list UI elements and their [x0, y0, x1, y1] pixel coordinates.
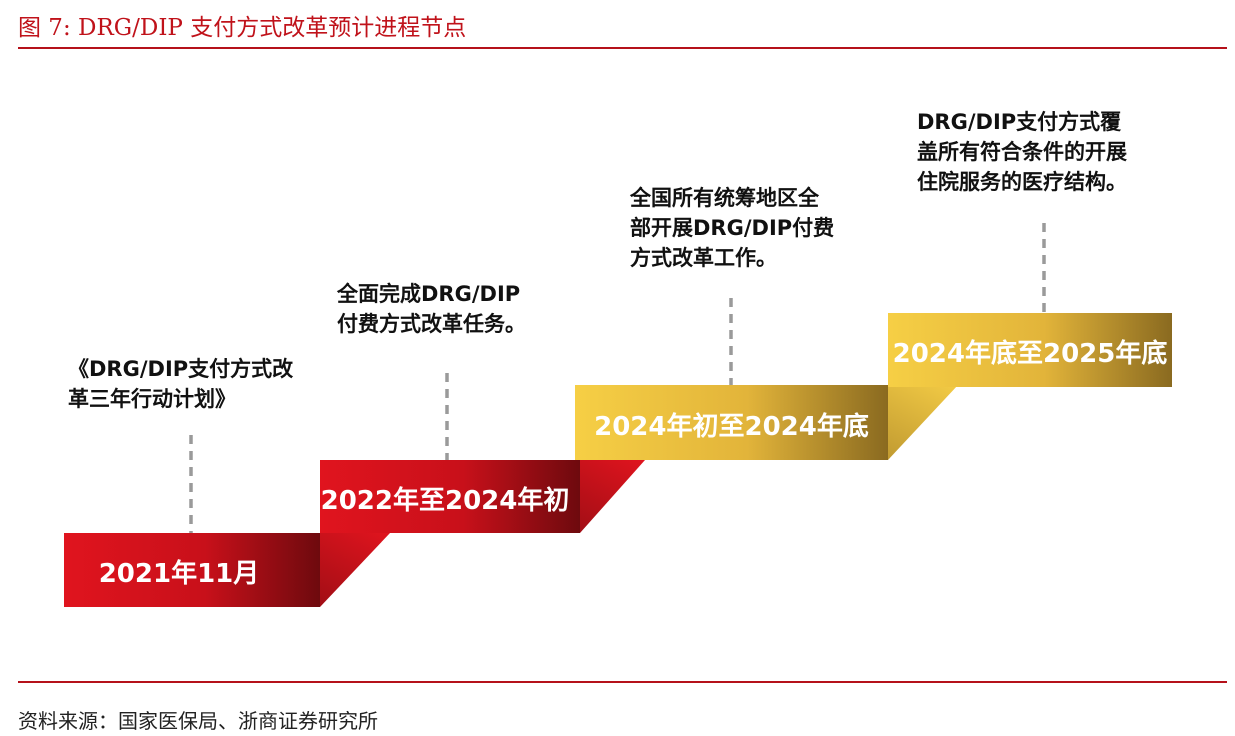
- step-label-1: 2021年11月: [98, 559, 260, 589]
- source-note: 资料来源：国家医保局、浙商证券研究所: [18, 709, 378, 733]
- step-note-4: DRG/DIP支付方式覆 盖所有符合条件的开展 住院服务的医疗结构。: [917, 110, 1127, 194]
- step-note-2: 全面完成DRG/DIP 付费方式改革任务。: [337, 282, 526, 336]
- step-label-3: 2024年初至2024年底: [594, 412, 869, 442]
- step-block-2: [320, 460, 580, 533]
- top-rule: [18, 47, 1227, 49]
- figure-title: 图 7: DRG/DIP 支付方式改革预计进程节点: [18, 15, 467, 41]
- step-note-1: 《DRG/DIP支付方式改 革三年行动计划》: [68, 357, 294, 411]
- step-note-3: 全国所有统筹地区全 部开展DRG/DIP付费 方式改革工作。: [630, 186, 835, 270]
- step-label-2: 2022年至2024年初: [320, 486, 570, 516]
- step-block-4: [888, 313, 1172, 387]
- step-block-3: [575, 385, 888, 460]
- step-block-1: [64, 533, 320, 607]
- bottom-rule: [18, 681, 1227, 683]
- step-label-4: 2024年底至2025年底: [892, 339, 1168, 369]
